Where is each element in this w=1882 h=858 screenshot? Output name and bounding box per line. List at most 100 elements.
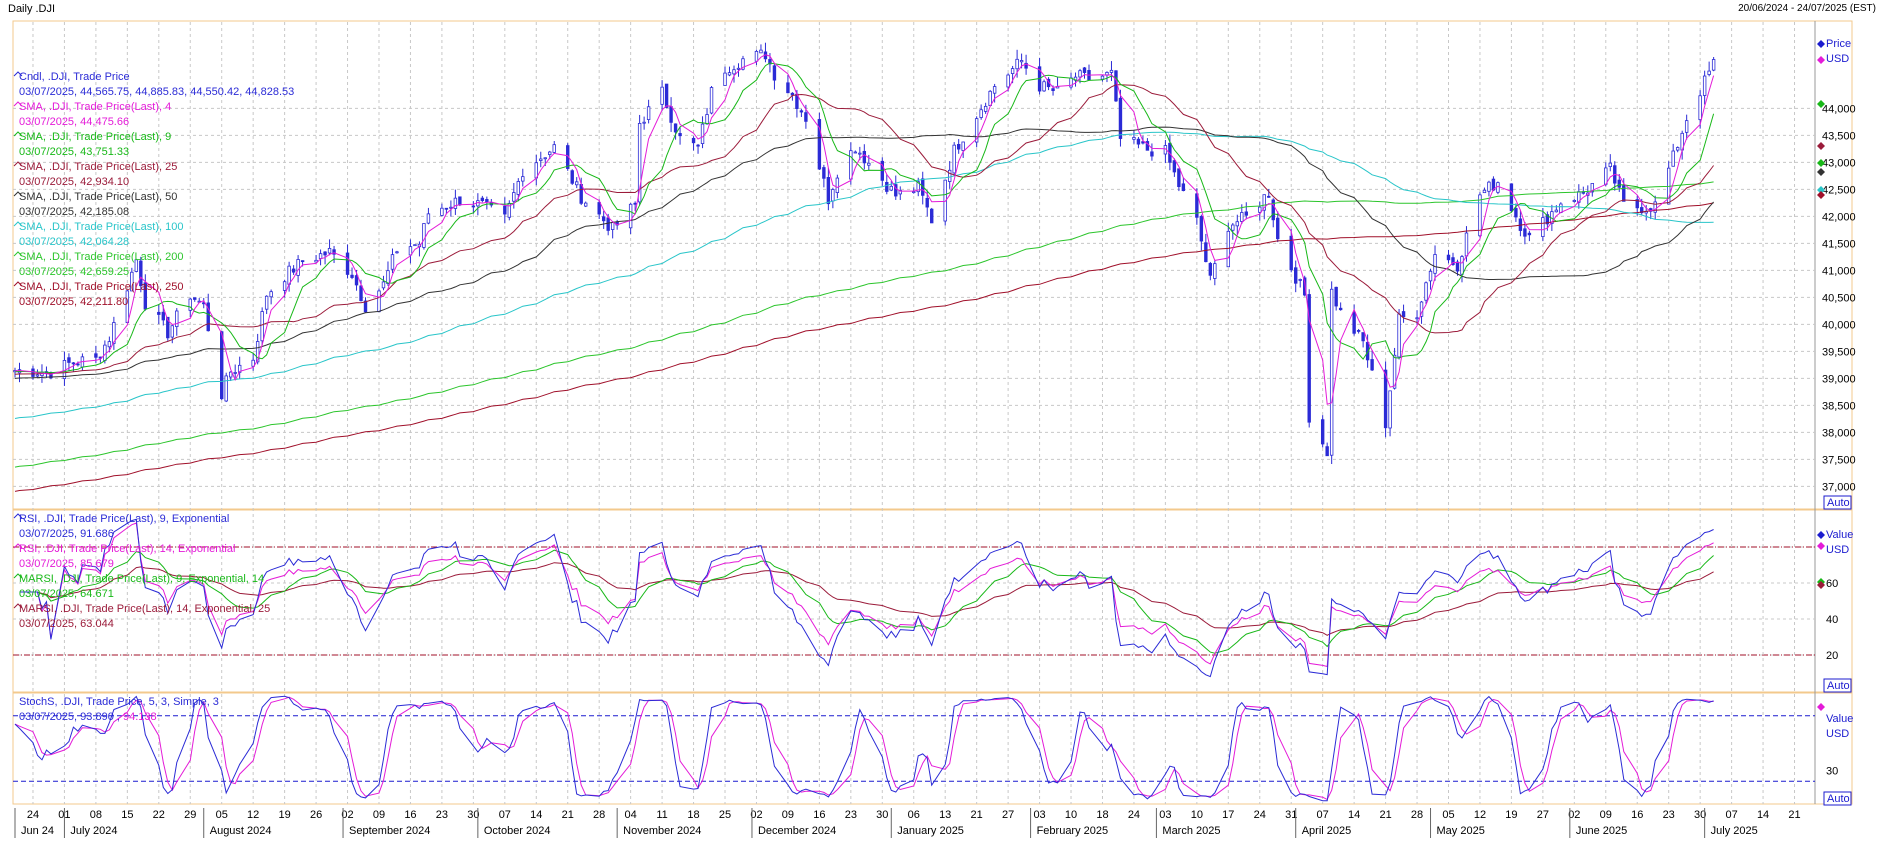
sma50-marker — [1817, 168, 1825, 176]
x-tick-label: 14 — [1757, 809, 1769, 821]
x-tick-label: 23 — [1663, 809, 1675, 821]
stoch-legend: StochS, .DJI, Trade Price, 5, 3, Simple,… — [19, 696, 219, 723]
candle-body — [300, 260, 305, 263]
candle-body — [817, 119, 822, 170]
x-tick-label: 13 — [939, 809, 951, 821]
candle-body — [503, 205, 507, 215]
candle-body — [664, 83, 669, 108]
candle-body — [736, 67, 741, 70]
x-tick-label: 04 — [625, 809, 637, 821]
candle-body — [1608, 162, 1612, 167]
x-tick-label: 26 — [310, 809, 322, 821]
x-tick-label: 28 — [593, 809, 605, 821]
candle-body — [332, 249, 336, 255]
chart-header: Daily .DJI 20/06/2024 - 24/07/2025 (EST) — [0, 0, 1882, 18]
candle-body — [1010, 68, 1015, 74]
candle-body — [1707, 70, 1711, 75]
candle-body — [1424, 282, 1428, 301]
stoch-pane[interactable] — [12, 692, 1853, 805]
legend-value: 03/07/2025, 42,211.80 — [19, 296, 128, 308]
candle-body — [1554, 209, 1559, 213]
candle-body — [228, 371, 233, 378]
price-tick-label: 38,500 — [1822, 400, 1856, 412]
candle-body — [1006, 74, 1010, 88]
price-marker — [1817, 40, 1825, 48]
legend-icon — [13, 71, 23, 77]
legend-label: MARSI, .DJI, Trade Price(Last), 14, Expo… — [19, 603, 270, 615]
price-tick-label: 38,000 — [1822, 427, 1856, 439]
x-tick-label: 08 — [90, 809, 102, 821]
candle-body — [354, 275, 359, 286]
candle-body — [291, 268, 296, 273]
legend-label: MARSI, .DJI, Trade Price(Last), 9, Expon… — [19, 573, 264, 585]
legend-icon — [13, 221, 23, 227]
candle-body — [251, 359, 255, 367]
rsi-auto-button[interactable]: Auto — [1827, 680, 1850, 692]
candle-body — [1514, 208, 1518, 218]
candle-body — [1271, 199, 1275, 221]
candle-body — [1244, 211, 1248, 216]
x-tick-label: 31 — [1285, 809, 1297, 821]
candle-body — [1208, 263, 1213, 276]
x-tick-label: 21 — [1788, 809, 1800, 821]
x-tick-label: 24 — [27, 809, 39, 821]
candle-body — [233, 372, 237, 374]
candle-body — [444, 207, 449, 210]
legend-icon — [13, 573, 23, 579]
candle-body — [1181, 183, 1186, 192]
rsi-legend: RSI, .DJI, Trade Price(Last), 9, Exponen… — [13, 513, 270, 630]
candle-body — [1118, 97, 1123, 139]
price-auto-button[interactable]: Auto — [1827, 497, 1850, 509]
x-tick-label: 02 — [341, 809, 353, 821]
candle-body — [1711, 59, 1716, 71]
candle-body — [1303, 277, 1307, 296]
candle-body — [1698, 95, 1702, 121]
stoch-auto-button[interactable]: Auto — [1827, 793, 1850, 805]
x-tick-label: 21 — [971, 809, 983, 821]
candle-body — [381, 281, 386, 289]
candle-body — [224, 375, 228, 402]
candle-body — [1132, 137, 1136, 140]
stoch-d-line — [14, 696, 1714, 801]
x-tick-label: 07 — [1725, 809, 1737, 821]
svg-text:03/07/2025, 93.890: 03/07/2025, 93.890 , 94.138 — [19, 711, 157, 723]
candle-body — [889, 185, 893, 191]
x-month-label: July 2025 — [1711, 825, 1758, 837]
candle-body — [363, 300, 368, 313]
candle-body — [539, 158, 543, 161]
x-tick-label: 14 — [530, 809, 542, 821]
candle-body — [597, 202, 601, 215]
candle-body — [1262, 194, 1266, 211]
legend-value: 03/07/2025, 44,565.75, 44,885.83, 44,550… — [19, 86, 294, 98]
x-month-label: August 2024 — [210, 825, 272, 837]
candle-body — [1482, 189, 1487, 194]
price-pane[interactable] — [12, 20, 1853, 510]
candle-body — [754, 50, 759, 62]
candle-body — [741, 58, 745, 70]
candle-body — [471, 205, 476, 208]
candle-body — [1545, 214, 1550, 225]
price-series — [13, 42, 1716, 492]
price-tick-label: 40,500 — [1822, 292, 1856, 304]
candle-body — [1455, 261, 1460, 272]
candle-body — [660, 86, 664, 105]
candle-body — [575, 181, 579, 186]
candle-body — [453, 197, 458, 209]
candle-body — [1109, 69, 1114, 73]
x-tick-label: 28 — [1411, 809, 1423, 821]
candle-body — [426, 213, 431, 224]
candle-body — [71, 362, 76, 365]
x-tick-label: 03 — [1159, 809, 1171, 821]
candle-body — [709, 87, 714, 114]
rsi-pane[interactable] — [12, 509, 1853, 693]
candle-body — [188, 298, 192, 311]
legend-value: 03/07/2025, 43,751.33 — [19, 146, 129, 158]
legend-icon — [13, 161, 23, 167]
x-tick-label: 23 — [436, 809, 448, 821]
candle-body — [125, 290, 130, 323]
candle-body — [835, 177, 840, 193]
sma-100-line — [14, 131, 1714, 419]
x-tick-label: 22 — [153, 809, 165, 821]
candle-body — [1307, 294, 1311, 423]
